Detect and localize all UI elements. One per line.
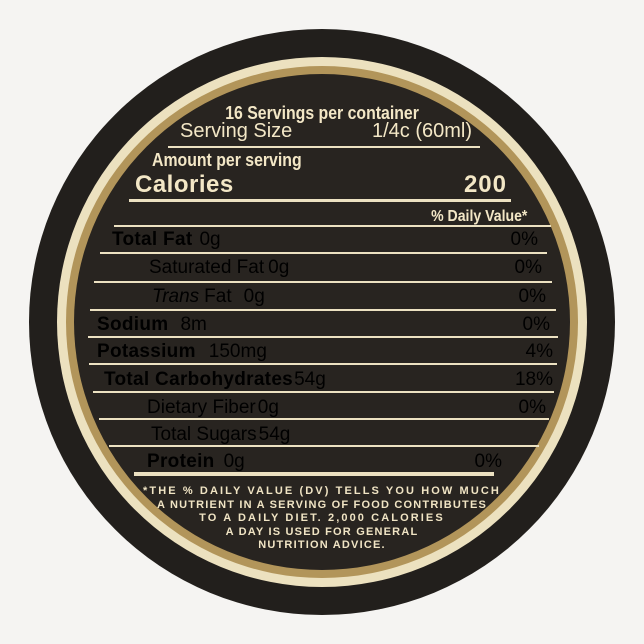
nutrient-amount: 0g xyxy=(223,451,245,472)
row-dietary-fiber: Dietary Fiber 0g 0% xyxy=(147,396,546,420)
divider-line xyxy=(99,418,549,420)
nutrient-amount: 150mg xyxy=(208,341,267,362)
amount-per-serving-text: Amount per serving xyxy=(152,150,302,170)
divider-line xyxy=(100,252,547,254)
nutrient-name: Total Fat xyxy=(112,229,193,250)
footnote-line: A DAY IS USED FOR GENERAL xyxy=(225,525,419,538)
divider-line xyxy=(129,199,511,202)
nutrient-dv: 0% xyxy=(518,397,546,418)
nutrient-dv: 0% xyxy=(474,451,502,472)
servings-per-container: 16 Servings per container xyxy=(74,103,570,124)
divider-line xyxy=(90,309,556,311)
nutrient-dv: 18% xyxy=(514,369,553,390)
divider-line xyxy=(93,391,554,393)
nutrient-name: Protein xyxy=(147,451,215,472)
divider-line xyxy=(114,225,551,227)
nutrient-dv: 4% xyxy=(525,341,553,362)
row-total-sugars: Total Sugars 54g xyxy=(151,423,451,447)
row-total-fat: Total Fat 0g 0% xyxy=(112,228,538,252)
divider-line xyxy=(109,445,539,447)
footnote-line: TO A DAILY DIET. 2,000 CALORIES xyxy=(199,512,445,525)
daily-value-header-text: % Daily Value* xyxy=(430,208,527,225)
nutrient-dv: 0% xyxy=(518,286,546,307)
row-potassium: Potassium 150mg 4% xyxy=(97,340,553,364)
nutrient-name: Potassium xyxy=(97,341,196,362)
serving-size-label: Serving Size xyxy=(180,120,293,142)
nutrient-name: Total Sugars xyxy=(151,424,257,445)
nutrient-name: Total Carbohydrates xyxy=(104,369,294,390)
row-protein: Protein 0g 0% xyxy=(147,450,502,474)
nutrient-dv: 0% xyxy=(522,314,550,335)
footnote-line: *THE % DAILY VALUE (DV) TELLS YOU HOW MU… xyxy=(143,485,501,497)
row-trans-fat: Trans Fat 0g 0% xyxy=(152,285,546,309)
servings-per-container-text: 16 Servings per container xyxy=(225,103,419,123)
daily-value-header: % Daily Value* xyxy=(290,208,527,226)
nutrient-name: Sodium xyxy=(97,314,169,335)
footnote-line: A NUTRIENT IN A SERVING OF FOOD CONTRIBU… xyxy=(156,498,488,511)
row-saturated-fat: Saturated Fat 0g 0% xyxy=(149,256,542,280)
nutrient-name: Dietary Fiber xyxy=(147,397,256,418)
nutrient-amount: 0g xyxy=(257,397,279,418)
nutrient-name: Fat xyxy=(204,286,232,307)
nutrient-dv: 0% xyxy=(514,257,542,278)
divider-line xyxy=(94,281,552,283)
nutrient-amount: 0g xyxy=(199,229,221,250)
row-total-carbohydrates: Total Carbohydrates 54g 18% xyxy=(104,368,553,392)
nutrient-amount: 54g xyxy=(258,424,291,445)
nutrient-amount: 8m xyxy=(180,314,207,335)
footnote-line: NUTRITION ADVICE. xyxy=(258,539,386,552)
calories-label: Calories xyxy=(135,171,234,198)
divider-line xyxy=(168,146,480,148)
nutrient-name-italic: Trans xyxy=(152,286,200,307)
serving-size-value: 1/4c (60ml) xyxy=(371,120,472,142)
label-panel xyxy=(74,74,570,570)
nutrient-amount: 0g xyxy=(243,286,265,307)
calories-row: Calories 200 xyxy=(135,171,507,199)
divider-line xyxy=(134,472,494,476)
divider-line xyxy=(89,363,557,365)
row-sodium: Sodium 8m 0% xyxy=(97,313,550,337)
nutrient-dv: 0% xyxy=(510,229,538,250)
divider-line xyxy=(88,336,558,338)
amount-per-serving: Amount per serving xyxy=(152,150,322,171)
nutrient-name: Saturated Fat xyxy=(149,257,265,278)
nutrient-amount: 0g xyxy=(268,257,290,278)
serving-size-row: Serving Size 1/4c (60ml) xyxy=(168,120,480,143)
footnote: *THE % DAILY VALUE (DV) TELLS YOU HOW MU… xyxy=(92,485,552,553)
calories-value: 200 xyxy=(463,171,507,198)
nutrient-amount: 54g xyxy=(294,369,326,390)
